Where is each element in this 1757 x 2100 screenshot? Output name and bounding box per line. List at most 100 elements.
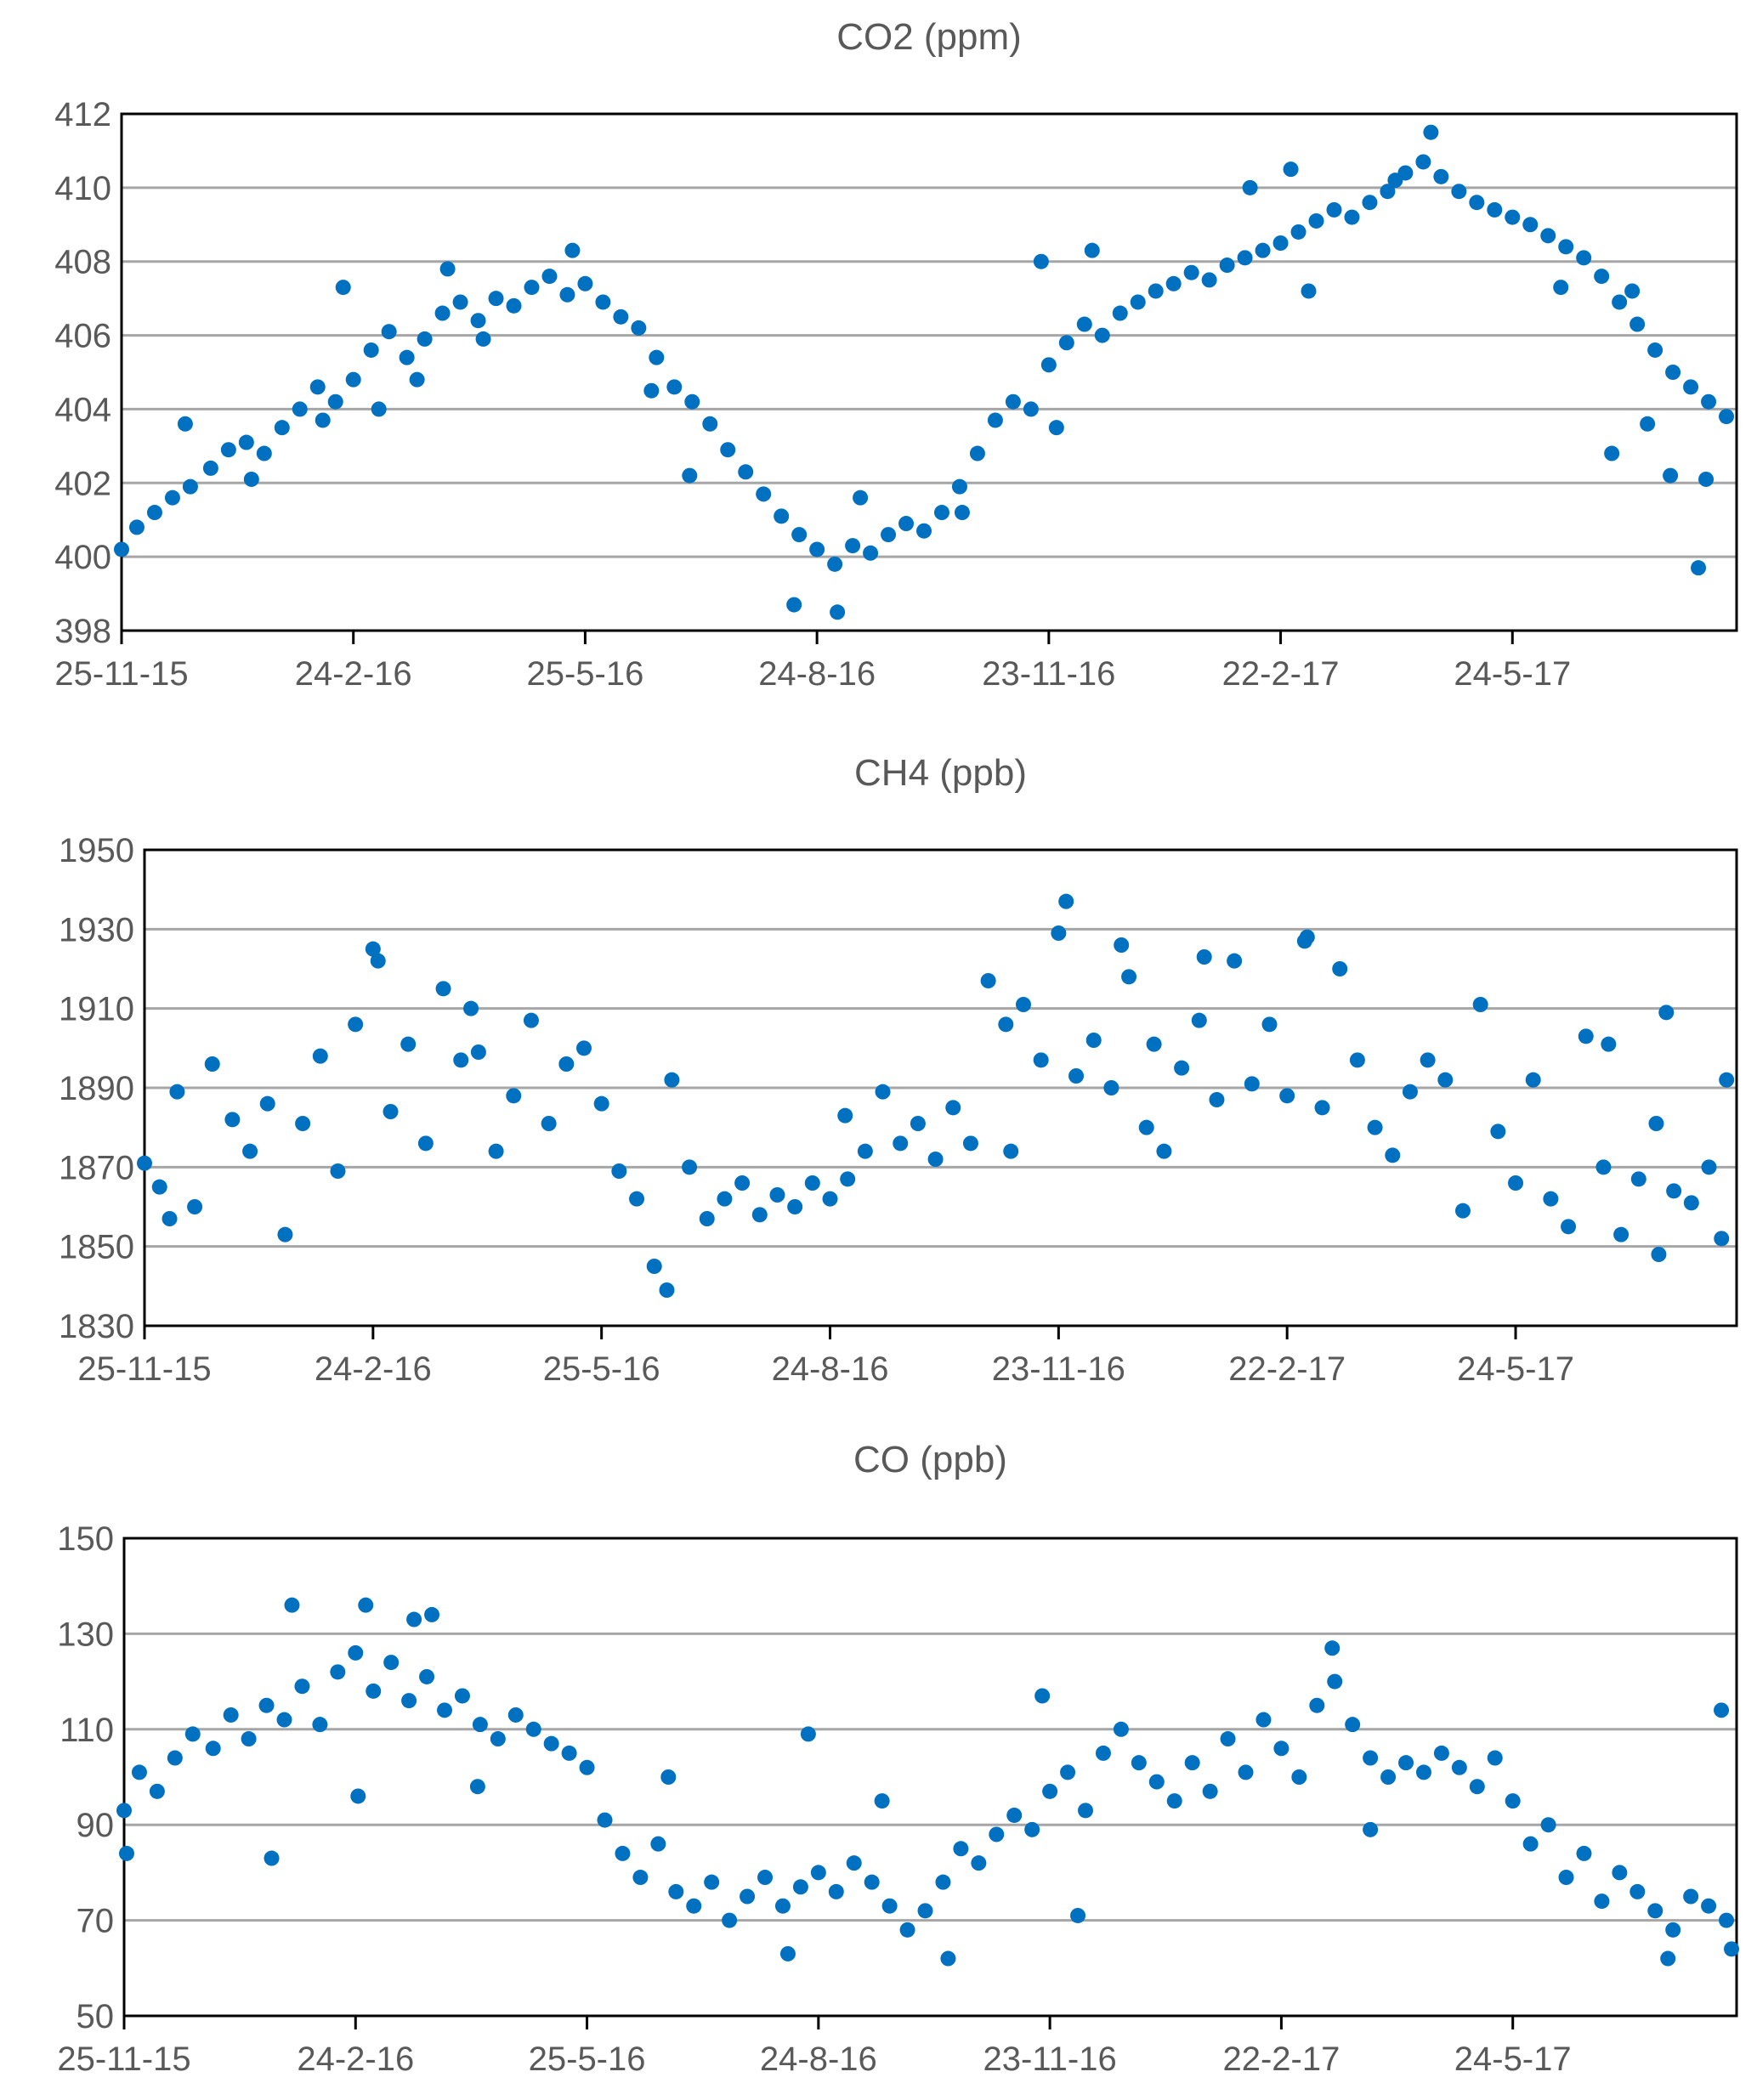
- data-point: [704, 1874, 720, 1890]
- data-point: [1640, 416, 1656, 432]
- data-point: [1042, 1783, 1058, 1799]
- data-point: [1051, 925, 1067, 941]
- x-tick-label: 22-2-17: [1222, 2041, 1340, 2078]
- data-point: [1363, 1821, 1379, 1837]
- data-point: [400, 1036, 417, 1052]
- data-point: [1255, 242, 1271, 258]
- data-point: [472, 1717, 488, 1733]
- data-point: [490, 1731, 506, 1747]
- data-point: [1349, 1052, 1365, 1068]
- data-point: [1658, 1005, 1675, 1021]
- data-point: [615, 1845, 631, 1861]
- data-point: [258, 1697, 275, 1713]
- data-point: [1308, 212, 1324, 229]
- data-point: [202, 460, 218, 476]
- data-point: [383, 1655, 400, 1671]
- data-point: [1714, 1231, 1730, 1247]
- data-point: [1487, 1750, 1503, 1766]
- data-point: [969, 445, 985, 461]
- data-point: [863, 545, 879, 561]
- data-point: [1522, 217, 1539, 233]
- data-point: [659, 1282, 675, 1298]
- data-point: [1033, 253, 1049, 269]
- data-point: [383, 1104, 399, 1119]
- data-point: [137, 1155, 152, 1171]
- data-point: [650, 1836, 666, 1852]
- y-tick-label: 398: [54, 613, 111, 650]
- x-tick-label: 25-5-16: [526, 655, 643, 693]
- data-point: [800, 1726, 816, 1742]
- y-tick-label: 90: [77, 1807, 115, 1844]
- data-point: [1255, 1712, 1272, 1728]
- data-point: [864, 1874, 880, 1890]
- data-point: [940, 1950, 956, 1967]
- data-point: [830, 604, 846, 620]
- data-point: [629, 1191, 645, 1207]
- data-point: [330, 1163, 346, 1179]
- data-point: [951, 478, 967, 495]
- data-point: [1273, 1741, 1289, 1757]
- chart-title: CH4 (ppb): [854, 752, 1027, 794]
- data-point: [756, 486, 772, 502]
- y-tick-label: 404: [54, 391, 111, 428]
- data-point: [424, 1606, 440, 1622]
- data-point: [541, 1116, 557, 1131]
- data-point: [1553, 280, 1569, 296]
- data-point: [1666, 1183, 1682, 1199]
- data-point: [757, 1870, 774, 1886]
- data-point: [1006, 1807, 1023, 1823]
- charts-container: CO2 (ppm) 398 400 402 404 406 408 410 412 25-11-1…: [54, 16, 1740, 2078]
- data-point: [259, 1095, 275, 1112]
- data-point: [1594, 1893, 1610, 1910]
- y-tick-label: 50: [77, 1998, 115, 2035]
- data-point: [682, 1159, 698, 1175]
- data-point: [1344, 209, 1360, 225]
- data-point: [1578, 1028, 1594, 1044]
- data-point: [162, 1211, 178, 1226]
- x-tick-label: 24-8-16: [758, 655, 876, 693]
- x-tick-label: 25-11-15: [77, 1350, 211, 1388]
- data-point: [243, 471, 259, 487]
- data-point: [1227, 953, 1243, 969]
- data-point: [1048, 420, 1064, 436]
- data-point: [506, 297, 522, 314]
- data-point: [264, 1850, 280, 1866]
- data-point: [809, 541, 825, 558]
- data-point: [998, 1016, 1014, 1033]
- data-point: [434, 305, 451, 321]
- data-point: [916, 523, 932, 539]
- data-point: [177, 416, 193, 432]
- data-point: [1261, 1016, 1278, 1033]
- data-point: [564, 242, 581, 258]
- data-point: [769, 1187, 785, 1203]
- data-point: [1085, 1033, 1102, 1048]
- data-point: [1454, 1203, 1471, 1219]
- data-point: [309, 379, 326, 395]
- data-point: [470, 1044, 486, 1060]
- data-point: [525, 1721, 541, 1737]
- y-tick-label: 70: [77, 1903, 115, 1940]
- data-point: [611, 1163, 627, 1179]
- x-tick-label: 23-11-16: [982, 655, 1115, 693]
- y-tick-label: 406: [54, 318, 111, 355]
- data-point: [1299, 929, 1315, 945]
- data-point: [1402, 1084, 1418, 1100]
- data-point: [1433, 168, 1449, 184]
- data-point: [1423, 124, 1439, 140]
- data-point: [1415, 154, 1431, 170]
- data-point: [1058, 893, 1074, 909]
- data-point: [330, 1664, 346, 1680]
- chart-title: CO2 (ppm): [836, 16, 1022, 58]
- data-point: [845, 538, 861, 554]
- data-point: [827, 556, 843, 572]
- data-point: [893, 1135, 909, 1152]
- data-point: [631, 320, 647, 336]
- data-point: [453, 1052, 469, 1068]
- data-point: [822, 1191, 838, 1207]
- data-point: [437, 1702, 453, 1718]
- data-point: [1663, 467, 1679, 484]
- data-point: [917, 1903, 933, 1919]
- data-point: [1398, 1755, 1414, 1771]
- y-tick-label: 408: [54, 244, 111, 281]
